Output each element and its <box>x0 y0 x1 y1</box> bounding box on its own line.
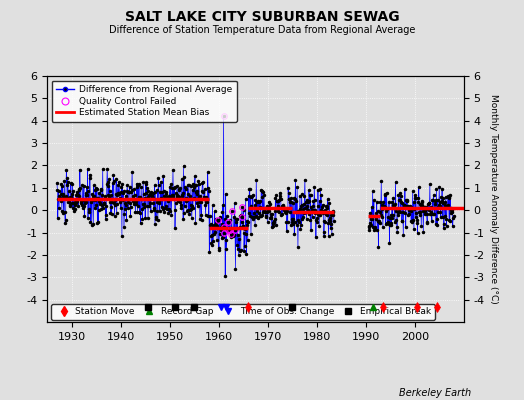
Legend: Station Move, Record Gap, Time of Obs. Change, Empirical Break: Station Move, Record Gap, Time of Obs. C… <box>51 304 435 320</box>
Y-axis label: Monthly Temperature Anomaly Difference (°C): Monthly Temperature Anomaly Difference (… <box>489 94 498 304</box>
Text: Berkeley Earth: Berkeley Earth <box>399 388 472 398</box>
Text: SALT LAKE CITY SUBURBAN SEWAG: SALT LAKE CITY SUBURBAN SEWAG <box>125 10 399 24</box>
Text: Difference of Station Temperature Data from Regional Average: Difference of Station Temperature Data f… <box>109 25 415 35</box>
